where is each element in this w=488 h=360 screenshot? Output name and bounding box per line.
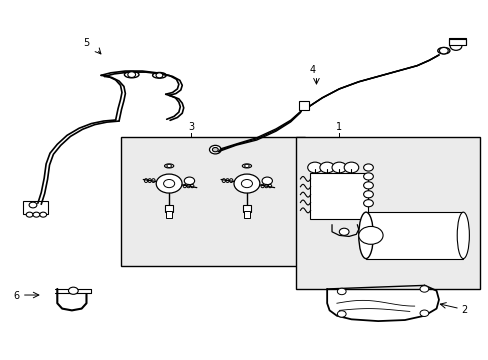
Bar: [23, 202, 47, 214]
Bar: [244, 211, 249, 217]
Circle shape: [337, 288, 346, 295]
Text: 1: 1: [336, 122, 342, 132]
Circle shape: [331, 162, 346, 173]
Circle shape: [363, 173, 372, 180]
Text: 2: 2: [460, 305, 466, 315]
Circle shape: [244, 164, 249, 167]
Circle shape: [33, 212, 40, 217]
Circle shape: [68, 287, 78, 294]
Bar: [166, 211, 172, 217]
Circle shape: [449, 42, 461, 50]
Circle shape: [419, 286, 428, 292]
Text: 4: 4: [309, 64, 315, 75]
Circle shape: [29, 202, 37, 208]
Ellipse shape: [456, 212, 468, 258]
Circle shape: [163, 180, 174, 188]
Bar: [295, 137, 479, 289]
Circle shape: [241, 180, 252, 188]
Circle shape: [337, 311, 346, 317]
Circle shape: [339, 228, 348, 235]
Bar: [120, 137, 305, 266]
Circle shape: [234, 174, 259, 193]
Circle shape: [156, 174, 182, 193]
Bar: [448, 39, 465, 45]
Bar: [165, 204, 173, 212]
Text: 6: 6: [14, 291, 20, 301]
Circle shape: [363, 200, 372, 207]
Ellipse shape: [358, 212, 372, 258]
Circle shape: [439, 48, 447, 54]
Circle shape: [262, 177, 272, 185]
Circle shape: [307, 162, 322, 173]
Circle shape: [209, 145, 221, 154]
Circle shape: [319, 162, 334, 173]
Circle shape: [419, 310, 428, 316]
Circle shape: [184, 177, 194, 185]
Circle shape: [40, 212, 46, 217]
Bar: [366, 212, 462, 258]
Circle shape: [127, 72, 135, 77]
Circle shape: [358, 226, 382, 244]
Circle shape: [344, 162, 358, 173]
Bar: [243, 204, 250, 212]
Text: 5: 5: [83, 38, 89, 48]
Circle shape: [156, 73, 163, 78]
Bar: [309, 173, 368, 219]
Bar: [298, 102, 308, 111]
Circle shape: [363, 182, 372, 189]
Circle shape: [166, 164, 171, 167]
Circle shape: [26, 212, 33, 217]
Circle shape: [212, 148, 218, 152]
Circle shape: [363, 164, 372, 171]
Text: 3: 3: [187, 122, 194, 132]
Circle shape: [363, 191, 372, 198]
